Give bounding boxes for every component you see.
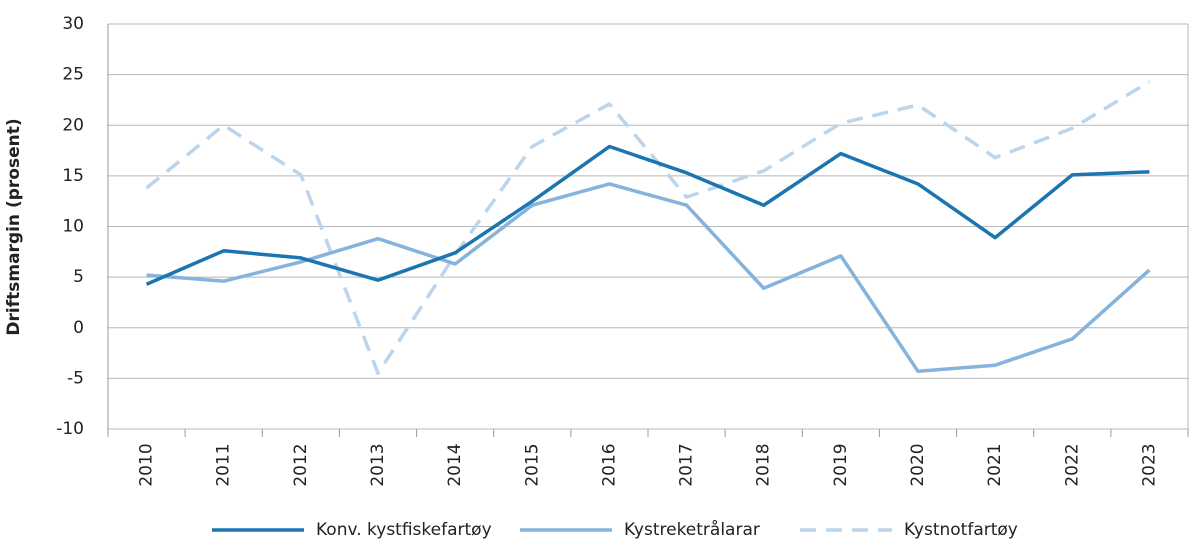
x-tick-label: 2014 (445, 443, 465, 486)
x-tick-label: 2023 (1139, 443, 1159, 486)
y-tick-label: 20 (62, 115, 84, 135)
x-tick-label: 2021 (985, 443, 1005, 486)
y-tick-label: -10 (56, 419, 84, 439)
x-tick-label: 2011 (214, 443, 234, 486)
y-tick-label: 15 (62, 166, 84, 186)
legend-label: Konv. kystfiskefartøy (316, 520, 492, 540)
x-tick-label: 2019 (831, 443, 851, 486)
y-axis-label: Driftsmargin (prosent) (4, 118, 24, 335)
legend-label: Kystreketrålarar (624, 519, 760, 540)
x-tick-label: 2012 (291, 443, 311, 486)
x-tick-label: 2018 (754, 443, 774, 486)
y-tick-label: 25 (62, 65, 84, 85)
x-tick-label: 2015 (522, 443, 542, 486)
x-tick-label: 2013 (368, 443, 388, 486)
series-line (146, 182, 1151, 374)
x-tick-label: 2010 (137, 443, 157, 486)
x-tick-label: 2020 (908, 443, 928, 486)
series-line (145, 144, 1150, 286)
x-tick-label: 2016 (599, 443, 619, 486)
y-tick-label: 5 (73, 267, 84, 287)
y-tick-label: 0 (73, 318, 84, 338)
legend-label: Kystnotfartøy (904, 520, 1018, 540)
y-tick-label: 10 (62, 217, 84, 237)
y-tick-label: -5 (67, 368, 84, 388)
y-tick-label: 30 (62, 14, 84, 34)
x-tick-label: 2017 (677, 443, 697, 486)
x-tick-label: 2022 (1062, 443, 1082, 486)
